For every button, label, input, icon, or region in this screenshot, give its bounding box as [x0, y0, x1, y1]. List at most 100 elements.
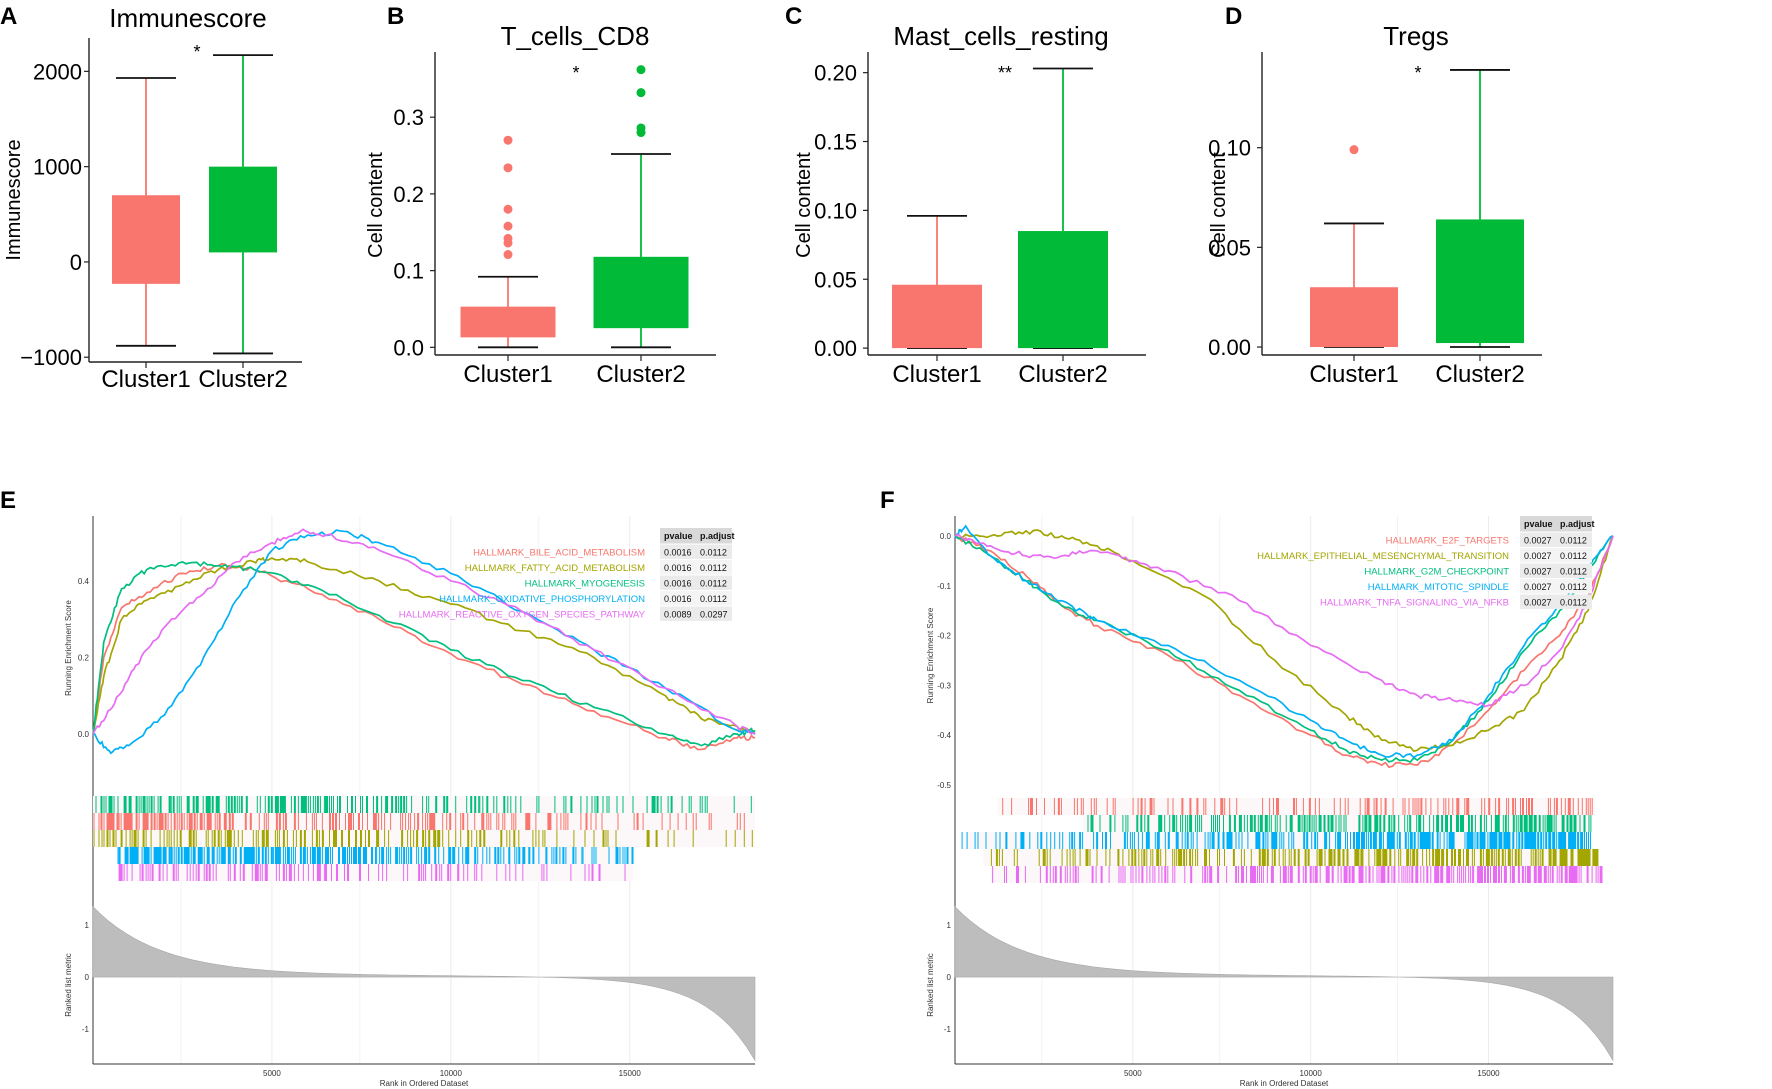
table-pvalue: 0.0027 [1524, 598, 1552, 608]
chart-title: Tregs [1383, 21, 1449, 51]
box-iqr [460, 306, 556, 338]
metric-axis-label: Ranked list metric [64, 953, 73, 1017]
box-iqr [112, 195, 180, 284]
x-tick-label: Cluster2 [198, 366, 287, 393]
y-tick-label: 0.0 [78, 730, 90, 739]
table-header-bg [660, 528, 732, 544]
legend-entry: HALLMARK_TNFA_SIGNALING_VIA_NFKB [1320, 598, 1509, 609]
panel-c: C Mast_cells_resting Cell content 0.00 0.05 0… [785, 3, 1146, 388]
table-header-padjust: p.adjust [700, 531, 735, 541]
hit-marks [1087, 815, 1592, 832]
es-curve-3 [954, 535, 1614, 764]
panel-a: A Immunescore Immunescore −1000 0 1000 2000 Clu… [0, 3, 302, 393]
hit-strip-bg [118, 864, 634, 881]
outlier-point [503, 221, 513, 231]
hit-marks [93, 830, 753, 847]
x-tick-label: Cluster1 [101, 366, 190, 393]
x-tick-label: 5000 [1124, 1069, 1142, 1078]
significance-marker: * [1414, 63, 1421, 83]
panel-label: C [785, 3, 802, 30]
y-axis-label: Running Enrichment Score [926, 607, 935, 703]
y-tick-label: -0.4 [937, 731, 951, 740]
metric-tick-label: 0 [85, 973, 90, 982]
box-iqr [1018, 231, 1108, 349]
y-tick-label: -0.1 [937, 582, 951, 591]
y-axis-label: Cell content [1208, 152, 1230, 258]
table-row-bg [660, 575, 732, 590]
y-tick-label: -0.3 [937, 681, 951, 690]
hit-strip-bg [1083, 815, 1592, 832]
x-tick-label: 15000 [619, 1069, 642, 1078]
table-pvalue: 0.0027 [1524, 567, 1552, 577]
metric-tick-label: 1 [947, 921, 952, 930]
legend-entry: HALLMARK_EPITHELIAL_MESENCHYMAL_TRANSITI… [1257, 551, 1509, 562]
box-cluster1 [460, 135, 556, 349]
box-cluster2 [209, 54, 277, 355]
y-tick-label: −1000 [20, 345, 82, 370]
y-tick-label: 0.05 [1208, 235, 1251, 260]
table-row-bg [660, 544, 732, 559]
y-tick-label: -0.2 [937, 632, 951, 641]
y-tick-label: 0.05 [814, 267, 857, 292]
table-row-bg [1520, 594, 1592, 609]
table-pvalue: 0.0016 [664, 594, 692, 604]
outlier-point [636, 123, 646, 133]
y-tick-label: 0.0 [393, 335, 424, 360]
significance-marker: * [193, 42, 200, 62]
outlier-point [636, 65, 646, 75]
hit-marks [992, 866, 1603, 883]
x-tick-label: 5000 [263, 1069, 281, 1078]
panel-label: F [880, 487, 895, 514]
metric-axis-label: Ranked list metric [926, 953, 935, 1017]
x-tick-label: Cluster2 [596, 361, 685, 388]
panel-label: A [0, 3, 17, 30]
y-tick-label: 0.4 [78, 577, 90, 586]
y-tick-label: 0.2 [393, 182, 424, 207]
x-tick-label: 10000 [1300, 1069, 1323, 1078]
table-padjust: 0.0112 [700, 594, 727, 604]
y-axis-label: Cell content [793, 152, 815, 258]
panel-label: E [0, 487, 16, 514]
es-curve-3 [92, 560, 756, 747]
y-tick-label: 0 [70, 250, 82, 275]
y-tick-label: 0.3 [393, 105, 424, 130]
legend-entry: HALLMARK_BILE_ACID_METABOLISM [473, 548, 645, 559]
table-header-bg [1520, 516, 1592, 532]
y-axis-label: Immunescore [3, 139, 25, 260]
es-curve-5 [92, 528, 756, 735]
y-tick-label: 0.2 [78, 654, 90, 663]
panel-label: D [1225, 3, 1242, 30]
es-curve-1 [92, 562, 756, 751]
table-row-bg [660, 606, 732, 621]
chart-title: T_cells_CD8 [501, 21, 650, 51]
box-cluster1 [112, 77, 180, 347]
table-row-bg [1520, 532, 1592, 547]
panel-b: B T_cells_CD8 Cell content 0.0 0.1 0.2 0.3 Clus… [365, 3, 716, 388]
panel-e: E 0.0 0.2 0.4 Running Enrichment Score Ranked… [0, 487, 756, 1088]
y-axis-label: Cell content [365, 152, 387, 258]
table-row-bg [660, 591, 732, 606]
es-curve-2 [954, 529, 1614, 753]
legend-entry: HALLMARK_MITOTIC_SPINDLE [1368, 582, 1509, 593]
table-padjust: 0.0112 [700, 563, 727, 573]
table-pvalue: 0.0016 [664, 579, 692, 589]
table-padjust: 0.0112 [1560, 551, 1587, 561]
y-tick-label: 1000 [33, 155, 82, 180]
box-cluster2 [1018, 67, 1108, 350]
hit-marks [93, 813, 745, 830]
hit-marks [118, 864, 626, 881]
hit-strip-bg [93, 796, 755, 813]
panel-label: B [387, 3, 404, 30]
y-tick-label: -0.5 [937, 781, 951, 790]
x-tick-label: 15000 [1477, 1069, 1500, 1078]
metric-tick-label: 0 [947, 973, 952, 982]
metric-tick-label: 1 [85, 921, 90, 930]
x-axis-label: Rank in Ordered Dataset [1240, 1079, 1329, 1088]
table-row-bg [660, 560, 732, 575]
box-cluster1 [1310, 145, 1398, 348]
box-iqr [892, 284, 982, 349]
es-curve-4 [954, 524, 1614, 759]
y-axis-label: Running Enrichment Score [64, 600, 73, 696]
chart-title: Immunescore [109, 3, 267, 33]
outlier-point [503, 204, 513, 214]
